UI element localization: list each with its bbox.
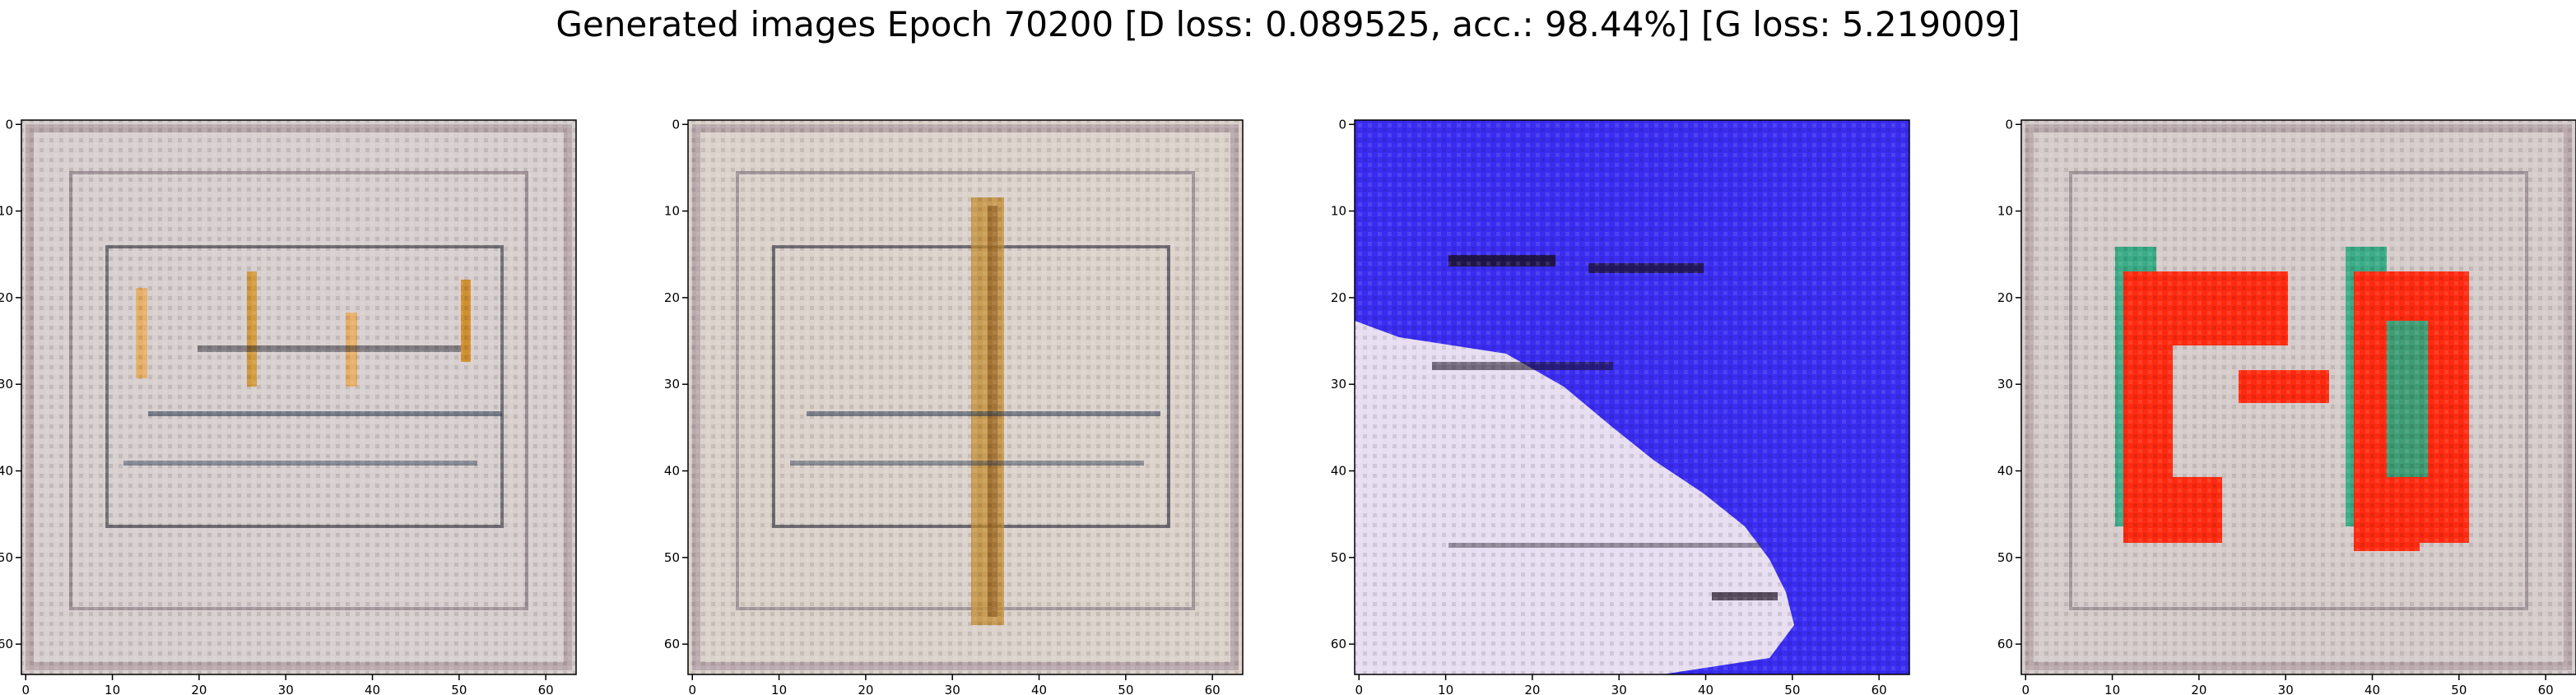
x-tick-label: 10: [1438, 683, 1453, 695]
x-tick-label: 20: [1524, 683, 1540, 695]
y-tick-label: 40: [1997, 464, 2013, 479]
y-tick-label: 60: [1331, 637, 1346, 651]
y-tick-label: 20: [1997, 290, 2013, 305]
subplot-1: [21, 119, 577, 675]
y-tick-label: 10: [1997, 204, 2013, 219]
subplot-4: [2020, 119, 2576, 675]
y-tick-label: 20: [0, 290, 13, 305]
y-tick-label: 30: [1997, 377, 2013, 392]
x-tick-label: 40: [365, 683, 380, 695]
image-content-1: [21, 120, 576, 674]
y-tick-label: 30: [1331, 377, 1346, 392]
x-tick-label: 10: [105, 683, 120, 695]
x-tick-label: 20: [191, 683, 207, 695]
x-tick-label: 0: [2021, 683, 2030, 695]
x-tick-label: 0: [1355, 683, 1363, 695]
y-tick-label: 10: [0, 204, 13, 219]
figure-title: Generated images Epoch 70200 [D loss: 0.…: [556, 4, 2020, 44]
x-tick-label: 0: [688, 683, 696, 695]
y-tick-label: 20: [664, 290, 680, 305]
x-tick-label: 30: [945, 683, 960, 695]
x-tick-label: 30: [1611, 683, 1627, 695]
tick-layer: 0 10 20 30 40 50 60 0 10 20 30 40 50 60 0 10 20 30 40 50 60 0…: [0, 117, 2554, 695]
y-tick-label: 30: [0, 377, 13, 392]
x-tick-label: 20: [2191, 683, 2206, 695]
x-tick-label: 0: [21, 683, 30, 695]
image-content-4: [2021, 120, 2576, 674]
axes-frame-1: [21, 119, 577, 675]
x-tick-label: 40: [1698, 683, 1713, 695]
y-tick-label: 50: [1331, 550, 1346, 565]
x-tick-label: 60: [2538, 683, 2554, 695]
y-tick-label: 50: [1997, 550, 2013, 565]
y-tick-label: 40: [1331, 464, 1346, 479]
y-tick-label: 10: [664, 204, 680, 219]
axes-frame-2: [687, 119, 1244, 675]
y-tick-label: 0: [672, 117, 680, 132]
y-tick-label: 50: [664, 550, 680, 565]
x-tick-label: 40: [2364, 683, 2380, 695]
axes-frame-3: [1354, 119, 1910, 675]
y-tick-label: 10: [1331, 204, 1346, 219]
y-tick-label: 60: [1997, 637, 2013, 651]
x-tick-label: 10: [771, 683, 787, 695]
x-tick-label: 60: [1205, 683, 1221, 695]
x-tick-label: 50: [451, 683, 467, 695]
y-tick-label: 40: [0, 464, 13, 479]
y-tick-label: 0: [1338, 117, 1346, 132]
subplot-2: [687, 119, 1244, 675]
axes-frame-4: [2020, 119, 2576, 675]
y-tick-label: 50: [0, 550, 13, 565]
x-tick-label: 50: [1118, 683, 1133, 695]
x-tick-label: 10: [2104, 683, 2120, 695]
image-content-2: [688, 120, 1243, 674]
x-tick-label: 50: [1784, 683, 1800, 695]
x-tick-label: 60: [1872, 683, 1887, 695]
y-tick-label: 0: [5, 117, 13, 132]
image-content-3: [1355, 120, 1909, 674]
y-tick-label: 20: [1331, 290, 1346, 305]
y-tick-label: 30: [664, 377, 680, 392]
x-tick-label: 20: [858, 683, 873, 695]
x-tick-label: 40: [1031, 683, 1047, 695]
y-tick-label: 0: [2005, 117, 2013, 132]
y-tick-label: 60: [664, 637, 680, 651]
y-tick-label: 40: [664, 464, 680, 479]
x-tick-label: 30: [278, 683, 294, 695]
x-tick-label: 30: [2278, 683, 2294, 695]
x-tick-label: 50: [2451, 683, 2467, 695]
x-tick-label: 60: [538, 683, 554, 695]
subplot-3: [1354, 119, 1910, 675]
y-tick-label: 60: [0, 637, 13, 651]
